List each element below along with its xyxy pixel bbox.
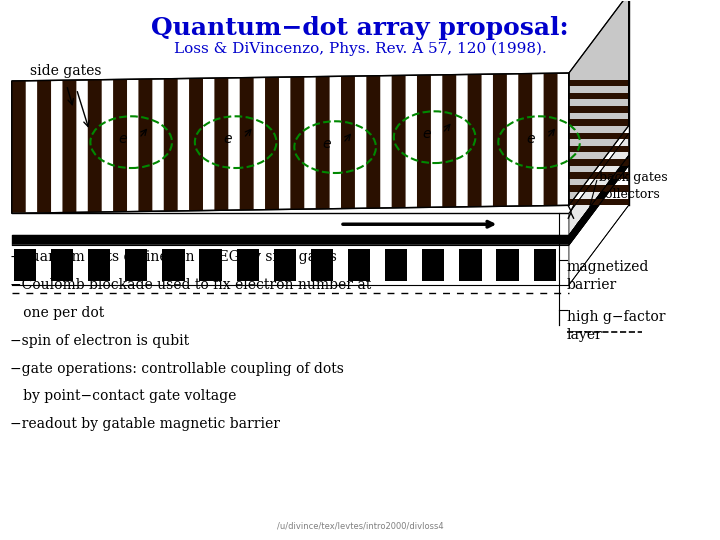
Text: side gates: side gates xyxy=(30,64,102,78)
Polygon shape xyxy=(569,159,629,166)
Text: back gates
collectors: back gates collectors xyxy=(599,171,667,200)
Bar xyxy=(422,249,444,281)
Polygon shape xyxy=(442,75,456,207)
Polygon shape xyxy=(265,77,279,210)
Text: Quantum−dot array proposal:: Quantum−dot array proposal: xyxy=(151,16,569,40)
Polygon shape xyxy=(392,76,405,208)
Polygon shape xyxy=(569,132,629,139)
Bar xyxy=(459,249,482,281)
Polygon shape xyxy=(37,80,51,213)
Polygon shape xyxy=(569,134,629,235)
Bar xyxy=(125,249,148,281)
Polygon shape xyxy=(215,78,228,211)
Polygon shape xyxy=(12,213,569,235)
Bar xyxy=(199,249,222,281)
Bar xyxy=(51,249,73,281)
Bar xyxy=(162,249,184,281)
Bar xyxy=(274,249,296,281)
Text: −quantum dots defined in 2DEG by side gates: −quantum dots defined in 2DEG by side ga… xyxy=(10,250,337,264)
Bar xyxy=(348,249,370,281)
Text: −spin of electron is qubit: −spin of electron is qubit xyxy=(10,334,189,348)
Text: by point−contact gate voltage: by point−contact gate voltage xyxy=(10,389,236,403)
Polygon shape xyxy=(12,235,569,245)
Polygon shape xyxy=(569,185,629,192)
Polygon shape xyxy=(290,77,305,210)
Text: −Coulomb blockade used to fix electron number at: −Coulomb blockade used to fix electron n… xyxy=(10,278,371,292)
Polygon shape xyxy=(569,172,629,179)
Text: $e$: $e$ xyxy=(526,132,536,146)
Text: $e$: $e$ xyxy=(323,137,332,151)
Polygon shape xyxy=(240,78,253,210)
Polygon shape xyxy=(569,199,629,205)
Polygon shape xyxy=(544,73,557,206)
Polygon shape xyxy=(88,80,102,212)
Polygon shape xyxy=(569,146,629,152)
Bar xyxy=(385,249,408,281)
Bar xyxy=(88,249,110,281)
Bar xyxy=(497,249,519,281)
Text: $e$: $e$ xyxy=(118,132,128,146)
Polygon shape xyxy=(189,78,203,211)
Polygon shape xyxy=(163,79,178,211)
Polygon shape xyxy=(569,166,629,285)
Polygon shape xyxy=(315,77,330,209)
Text: Loss & DiVincenzo, Phys. Rev. A 57, 120 (1998).: Loss & DiVincenzo, Phys. Rev. A 57, 120 … xyxy=(174,41,546,56)
Polygon shape xyxy=(63,80,76,213)
Text: high g−factor
layer: high g−factor layer xyxy=(567,310,665,342)
Bar xyxy=(14,249,36,281)
Polygon shape xyxy=(341,76,355,208)
Polygon shape xyxy=(518,73,532,206)
Text: −readout by gatable magnetic barrier: −readout by gatable magnetic barrier xyxy=(10,417,280,431)
Polygon shape xyxy=(467,75,482,207)
Polygon shape xyxy=(569,0,629,205)
Polygon shape xyxy=(569,119,629,126)
Polygon shape xyxy=(12,73,569,213)
Text: $e$: $e$ xyxy=(422,127,431,141)
Polygon shape xyxy=(569,156,629,245)
Text: /u/divince/tex/levtes/intro2000/divloss4: /u/divince/tex/levtes/intro2000/divloss4 xyxy=(276,522,444,531)
Polygon shape xyxy=(12,81,26,213)
Polygon shape xyxy=(569,106,629,113)
Polygon shape xyxy=(366,76,380,208)
Polygon shape xyxy=(138,79,153,212)
Polygon shape xyxy=(417,75,431,207)
Text: magnetized
barrier: magnetized barrier xyxy=(567,260,649,293)
Bar xyxy=(534,249,556,281)
Bar xyxy=(311,249,333,281)
Text: one per dot: one per dot xyxy=(10,306,104,320)
Polygon shape xyxy=(493,74,507,206)
Polygon shape xyxy=(12,245,569,285)
Polygon shape xyxy=(569,79,629,86)
Polygon shape xyxy=(569,93,629,99)
Polygon shape xyxy=(113,79,127,212)
Bar xyxy=(236,249,258,281)
Text: −gate operations: controllable coupling of dots: −gate operations: controllable coupling … xyxy=(10,361,343,375)
Text: $e$: $e$ xyxy=(222,132,233,146)
